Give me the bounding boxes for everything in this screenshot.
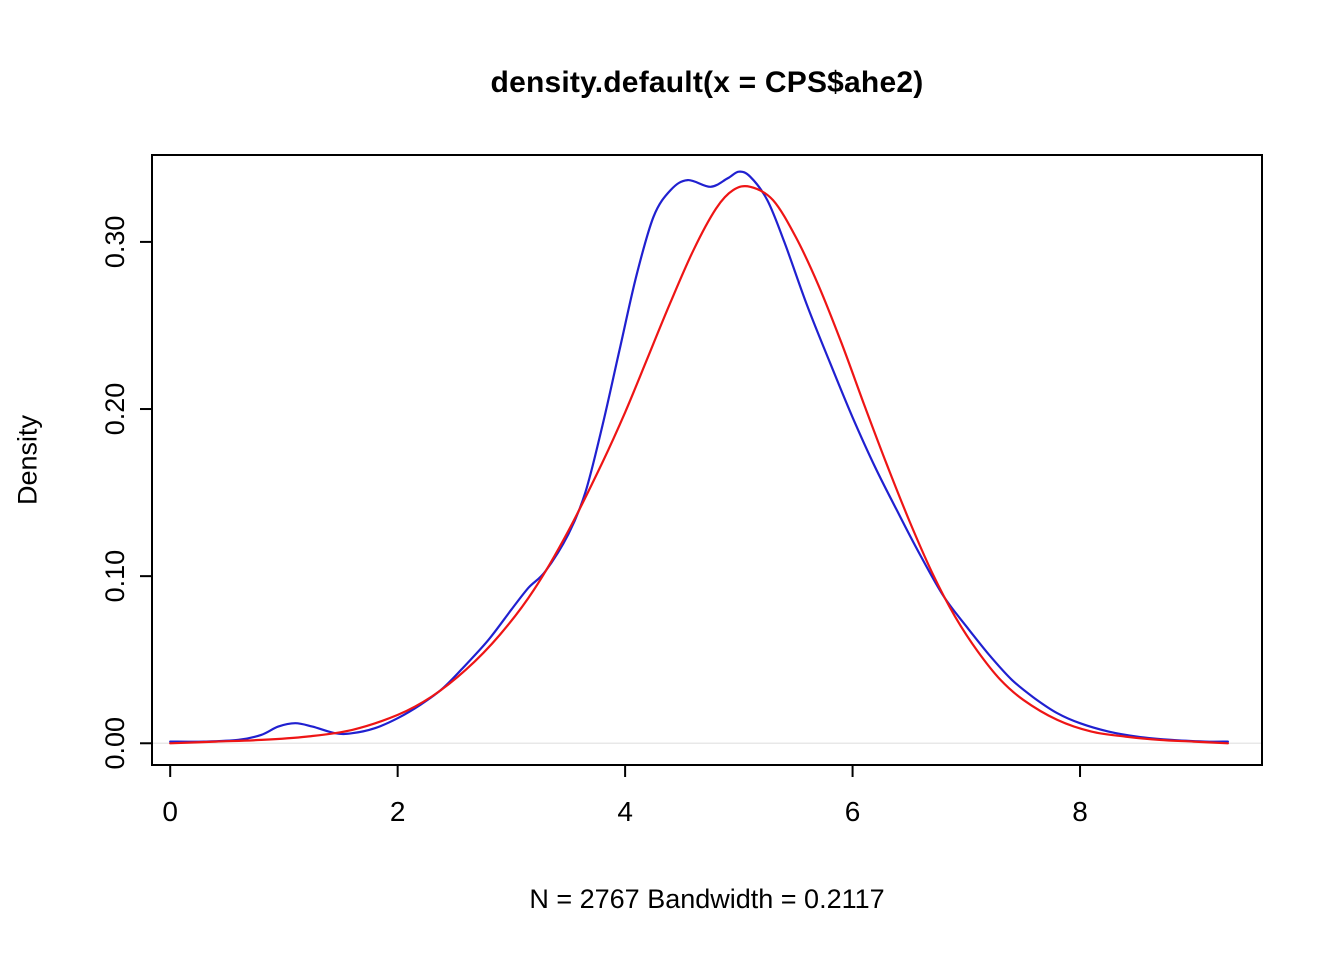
x-tick-label: 2 <box>390 796 406 827</box>
x-axis-label: N = 2767 Bandwidth = 0.2117 <box>529 884 885 914</box>
plot-title: density.default(x = CPS$ahe2) <box>490 66 924 99</box>
x-tick-label: 8 <box>1072 796 1088 827</box>
kernel-density-estimate-curve <box>169 170 1229 743</box>
x-tick-label: 6 <box>845 796 861 827</box>
y-axis-label: Density <box>12 414 43 506</box>
y-tick-label: 0.10 <box>100 550 130 603</box>
x-tick-label: 0 <box>162 796 178 827</box>
y-tick-label: 0.30 <box>100 216 130 269</box>
x-tick-label: 4 <box>617 796 633 827</box>
y-tick-label: 0.00 <box>100 717 130 770</box>
normal-fit-curve <box>169 184 1229 745</box>
y-tick-label: 0.20 <box>100 383 130 436</box>
plot-box <box>151 154 1263 766</box>
